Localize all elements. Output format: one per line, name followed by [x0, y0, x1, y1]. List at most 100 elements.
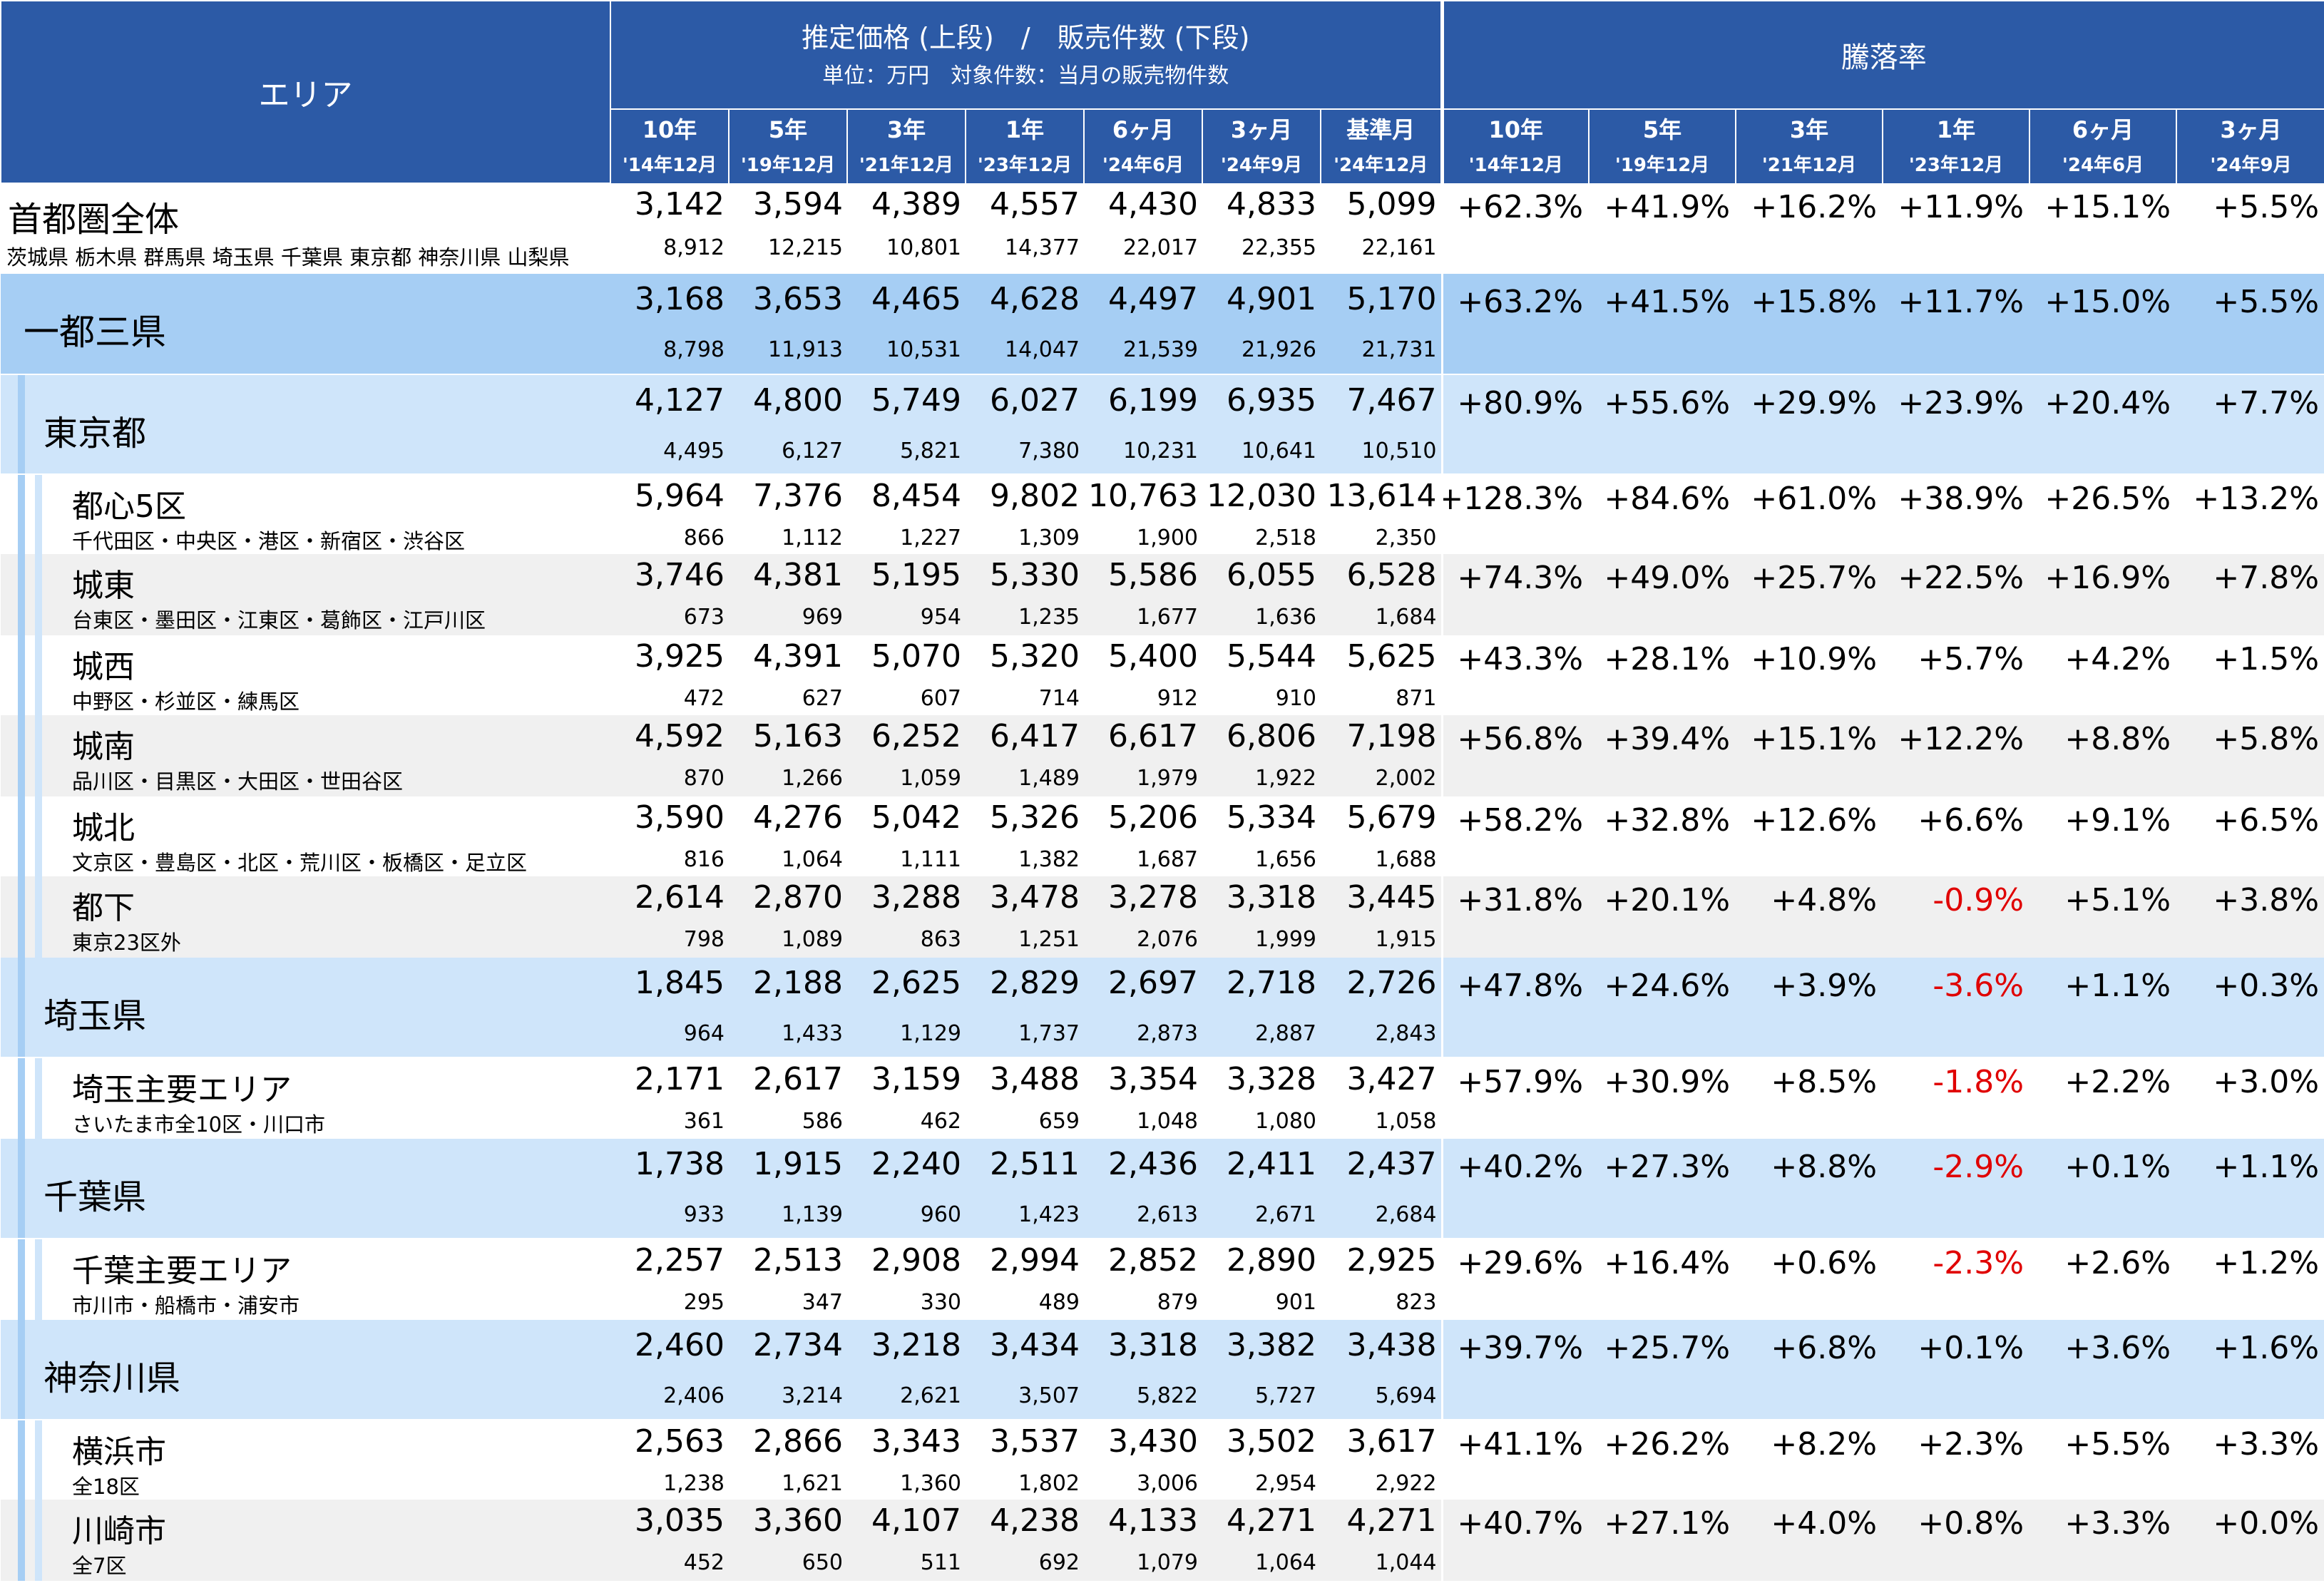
rate-value: +12.2%: [1898, 721, 2024, 757]
count-value: 5,821: [900, 439, 961, 463]
count-value: 2,613: [1137, 1202, 1198, 1227]
price-count-cell: 2,697 2,873: [1084, 958, 1202, 1058]
count-value: 1,999: [1255, 927, 1316, 952]
rate-cell: +39.4%: [1589, 715, 1736, 796]
rate-value: +3.6%: [2064, 1330, 2171, 1366]
rate-cell: +84.6%: [1589, 474, 1736, 554]
price-count-cell: 2,511 1,423: [966, 1139, 1084, 1239]
rate-value: +5.7%: [1918, 641, 2024, 677]
rate-value: +0.8%: [1918, 1505, 2024, 1542]
price-count-cell: 2,925 823: [1321, 1239, 1442, 1320]
rate-value: +39.4%: [1604, 721, 1731, 757]
price-count-cell: 4,497 21,539: [1084, 273, 1202, 375]
rate-value: +0.1%: [1918, 1330, 2024, 1366]
price-count-cell: 2,852 879: [1084, 1239, 1202, 1320]
area-name-cell: 首都圏全体 茨城県 栃木県 群馬県 埼玉県 千葉県 東京都 神奈川県 山梨県: [1, 183, 610, 274]
price-value: 6,027: [990, 382, 1080, 419]
price-count-cell: 2,460 2,406: [610, 1320, 729, 1420]
rate-cell: +2.2%: [2029, 1057, 2176, 1139]
price-count-cell: 4,238 692: [966, 1500, 1084, 1581]
area-name: 城西: [72, 649, 135, 685]
hierarchy-bar: [18, 876, 25, 958]
price-count-cell: 1,915 1,139: [729, 1139, 847, 1239]
table-row: 城北 文京区・豊島区・北区・荒川区・板橋区・足立区 3,590 816 4,276 1,0…: [1, 796, 2324, 876]
area-name: 都下: [72, 890, 135, 926]
price-count-cell: 2,437 2,684: [1321, 1139, 1443, 1239]
rate-cell: +1.1%: [2176, 1139, 2324, 1239]
rate-cell: +4.8%: [1736, 876, 1883, 958]
count-value: 2,406: [663, 1383, 725, 1408]
rate-cell: +15.1%: [1736, 715, 1883, 796]
price-count-cell: 3,278 2,076: [1084, 876, 1202, 958]
price-value: 3,430: [1108, 1423, 1198, 1460]
col-period: 3ヶ月: [1230, 116, 1293, 143]
price-count-cell: 4,127 4,495: [610, 374, 729, 475]
count-value: 969: [802, 605, 843, 630]
price-count-cell: 3,925 472: [610, 635, 729, 715]
rate-value: +6.8%: [1771, 1330, 1878, 1366]
hierarchy-bar: [35, 876, 42, 958]
rate-value: +8.5%: [1771, 1064, 1878, 1100]
price-count-cell: 2,866 1,621: [729, 1420, 847, 1500]
rate-value: +3.0%: [2213, 1064, 2320, 1100]
rate-value: +0.3%: [2213, 968, 2320, 1004]
price-value: 3,434: [990, 1327, 1080, 1363]
rate-cell: +12.6%: [1736, 796, 1883, 876]
price-value: 2,908: [871, 1242, 961, 1279]
count-value: 5,727: [1255, 1383, 1316, 1408]
rate-cell: +0.3%: [2176, 958, 2324, 1058]
hierarchy-bar: [18, 635, 25, 715]
area-name: 首都圏全体: [8, 200, 180, 240]
col-period: 3ヶ月: [2220, 116, 2282, 143]
rate-value: +74.3%: [1457, 560, 1584, 596]
rate-value: +11.9%: [1898, 189, 2024, 225]
area-name: 都心5区: [72, 488, 186, 525]
col-date: '24年6月: [2062, 154, 2144, 176]
hierarchy-bar: [35, 1500, 42, 1581]
price-count-cell: 3,434 3,507: [966, 1320, 1084, 1420]
count-value: 1,684: [1375, 605, 1437, 630]
count-value: 2,684: [1375, 1202, 1437, 1227]
area-name-cell: 埼玉県: [1, 958, 610, 1058]
area-name-cell: 埼玉主要エリア さいたま市全10区・川口市: [1, 1057, 610, 1139]
rate-cell: +41.5%: [1589, 273, 1736, 375]
price-count-cell: 2,617 586: [729, 1057, 847, 1139]
rate-cell: +5.5%: [2176, 183, 2324, 274]
rate-cell: +16.4%: [1589, 1239, 1736, 1320]
price-value: 3,445: [1346, 879, 1437, 916]
rate-cell: +15.0%: [2029, 273, 2177, 375]
hierarchy-bar: [18, 475, 25, 554]
count-value: 910: [1275, 686, 1316, 711]
hierarchy-bar: [18, 715, 25, 796]
hierarchy-bar: [35, 715, 42, 796]
count-value: 1,227: [900, 526, 961, 550]
price-count-cell: 5,170 21,731: [1321, 273, 1443, 375]
price-count-cell: 5,042 1,111: [847, 796, 966, 876]
price-value: 6,528: [1346, 557, 1437, 593]
rate-value: +0.0%: [2213, 1505, 2320, 1542]
col-period: 5年: [768, 116, 808, 143]
count-value: 8,798: [663, 337, 725, 362]
price-value: 3,590: [635, 799, 725, 836]
price-value: 3,218: [871, 1327, 961, 1363]
area-name-cell: 千葉県: [1, 1139, 610, 1239]
price-count-cell: 3,653 11,913: [729, 273, 847, 375]
price-value: 7,467: [1346, 382, 1437, 419]
rate-value: -3.6%: [1933, 968, 2024, 1004]
rate-cell: +12.2%: [1883, 715, 2029, 796]
price-value: 5,679: [1346, 799, 1437, 836]
price-count-cell: 4,271 1,044: [1321, 1500, 1442, 1581]
rate-cell: +55.6%: [1589, 374, 1736, 475]
rate-cell: +30.9%: [1589, 1057, 1736, 1139]
area-name: 川崎市: [72, 1513, 166, 1549]
price-count-cell: 5,099 22,161: [1321, 183, 1443, 274]
count-value: 816: [683, 847, 725, 872]
rate-value: +22.5%: [1898, 560, 2024, 596]
price-count-cell: 4,628 14,047: [966, 273, 1084, 375]
count-value: 7,380: [1018, 439, 1080, 463]
rate-value: +1.2%: [2213, 1245, 2320, 1281]
price-count-cell: 4,389 10,801: [847, 183, 966, 274]
price-value: 3,427: [1346, 1061, 1437, 1097]
price-value: 5,070: [871, 638, 961, 675]
rate-value: +49.0%: [1604, 560, 1731, 596]
